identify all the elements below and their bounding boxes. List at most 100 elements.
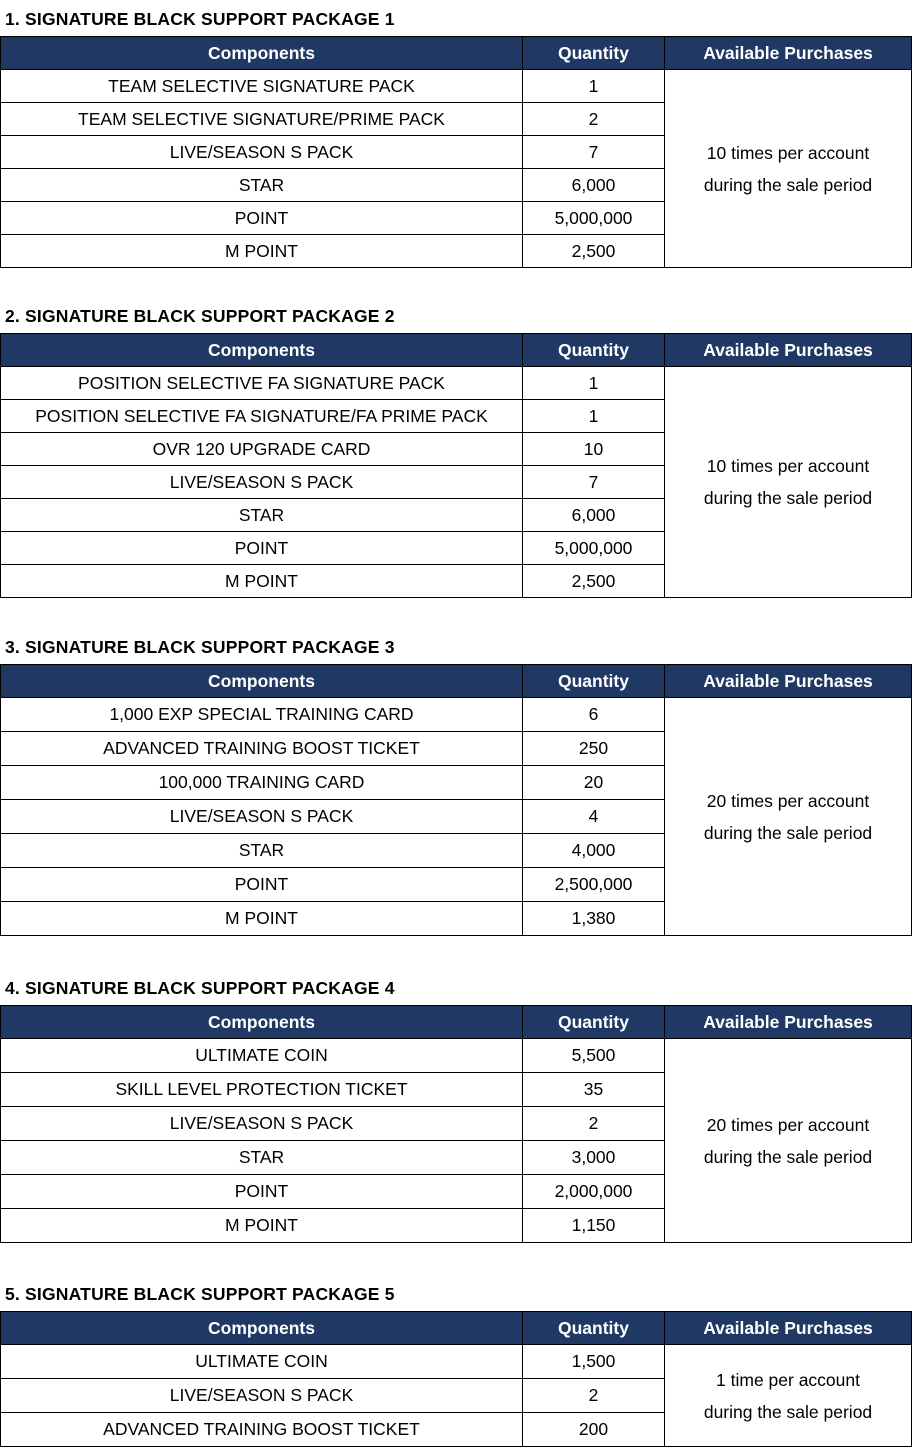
quantity-cell: 7 bbox=[522, 135, 665, 169]
quantity-header: Quantity bbox=[522, 36, 665, 70]
quantity-cell: 1,380 bbox=[522, 901, 665, 936]
available-line-2: during the sale period bbox=[703, 822, 873, 843]
quantity-header: Quantity bbox=[522, 333, 665, 367]
table-row: SKILL LEVEL PROTECTION TICKET 35 bbox=[0, 1072, 912, 1107]
component-cell: ADVANCED TRAINING BOOST TICKET bbox=[0, 731, 523, 766]
table-row: LIVE/SEASON S PACK 2 bbox=[0, 1378, 912, 1413]
package-table: Components Quantity Available Purchases … bbox=[0, 36, 912, 268]
component-cell: ULTIMATE COIN bbox=[0, 1038, 523, 1073]
quantity-cell: 5,000,000 bbox=[522, 531, 665, 565]
table-row: STAR 4,000 bbox=[0, 833, 912, 868]
component-cell: LIVE/SEASON S PACK bbox=[0, 135, 523, 169]
quantity-cell: 4,000 bbox=[522, 833, 665, 868]
component-cell: ADVANCED TRAINING BOOST TICKET bbox=[0, 1412, 523, 1447]
package-title: 2. SIGNATURE BLACK SUPPORT PACKAGE 2 bbox=[5, 306, 395, 326]
quantity-header: Quantity bbox=[522, 1311, 665, 1345]
package-title: 1. SIGNATURE BLACK SUPPORT PACKAGE 1 bbox=[5, 9, 395, 29]
quantity-cell: 1 bbox=[522, 399, 665, 433]
component-cell: M POINT bbox=[0, 564, 523, 598]
table-row: LIVE/SEASON S PACK 4 bbox=[0, 799, 912, 834]
quantity-cell: 6,000 bbox=[522, 498, 665, 532]
table-row: ULTIMATE COIN 5,500 20 times per account… bbox=[0, 1038, 912, 1243]
quantity-cell: 6,000 bbox=[522, 168, 665, 202]
quantity-cell: 2,500,000 bbox=[522, 867, 665, 902]
quantity-cell: 10 bbox=[522, 432, 665, 466]
quantity-cell: 4 bbox=[522, 799, 665, 834]
available-purchases-header: Available Purchases bbox=[664, 36, 912, 70]
table-header-row: Components Quantity Available Purchases bbox=[0, 1005, 912, 1039]
table-row: M POINT 2,500 bbox=[0, 234, 912, 268]
component-cell: ULTIMATE COIN bbox=[0, 1344, 523, 1379]
available-line-2: during the sale period bbox=[703, 1401, 873, 1422]
package-section: 2. SIGNATURE BLACK SUPPORT PACKAGE 2 Com… bbox=[0, 301, 912, 598]
component-cell: LIVE/SEASON S PACK bbox=[0, 1106, 523, 1141]
table-row: ADVANCED TRAINING BOOST TICKET 200 bbox=[0, 1412, 912, 1447]
component-cell: M POINT bbox=[0, 234, 523, 268]
quantity-cell: 1 bbox=[522, 366, 665, 400]
quantity-cell: 2 bbox=[522, 1378, 665, 1413]
package-title: 5. SIGNATURE BLACK SUPPORT PACKAGE 5 bbox=[5, 1284, 395, 1304]
component-cell: POSITION SELECTIVE FA SIGNATURE PACK bbox=[0, 366, 523, 400]
table-row: POINT 2,500,000 bbox=[0, 867, 912, 902]
components-header: Components bbox=[0, 36, 523, 70]
table-row: ULTIMATE COIN 1,500 1 time per account d… bbox=[0, 1344, 912, 1447]
table-row: M POINT 1,150 bbox=[0, 1208, 912, 1243]
available-purchases-cell: 20 times per account during the sale per… bbox=[664, 1038, 912, 1243]
available-purchases-cell: 1 time per account during the sale perio… bbox=[664, 1344, 912, 1447]
available-purchases-cell: 20 times per account during the sale per… bbox=[664, 697, 912, 936]
table-row: LIVE/SEASON S PACK 2 bbox=[0, 1106, 912, 1141]
component-cell: POINT bbox=[0, 201, 523, 235]
table-row: POSITION SELECTIVE FA SIGNATURE PACK 1 1… bbox=[0, 366, 912, 598]
component-cell: SKILL LEVEL PROTECTION TICKET bbox=[0, 1072, 523, 1107]
component-cell: 100,000 TRAINING CARD bbox=[0, 765, 523, 800]
available-line-2: during the sale period bbox=[703, 488, 873, 508]
package-title: 3. SIGNATURE BLACK SUPPORT PACKAGE 3 bbox=[5, 637, 395, 657]
table-row: TEAM SELECTIVE SIGNATURE/PRIME PACK 2 bbox=[0, 102, 912, 136]
table-header-row: Components Quantity Available Purchases bbox=[0, 664, 912, 698]
quantity-cell: 2,500 bbox=[522, 564, 665, 598]
table-row: LIVE/SEASON S PACK 7 bbox=[0, 465, 912, 499]
package-table: Components Quantity Available Purchases … bbox=[0, 664, 912, 936]
available-purchases-header: Available Purchases bbox=[664, 664, 912, 698]
components-header: Components bbox=[0, 1311, 523, 1345]
components-header: Components bbox=[0, 664, 523, 698]
quantity-cell: 5,000,000 bbox=[522, 201, 665, 235]
quantity-cell: 2 bbox=[522, 1106, 665, 1141]
table-row: POINT 2,000,000 bbox=[0, 1174, 912, 1209]
available-line-1: 20 times per account bbox=[706, 1114, 870, 1135]
quantity-cell: 1,500 bbox=[522, 1344, 665, 1379]
table-row: POINT 5,000,000 bbox=[0, 201, 912, 235]
package-table: Components Quantity Available Purchases … bbox=[0, 1005, 912, 1243]
table-row: POSITION SELECTIVE FA SIGNATURE/FA PRIME… bbox=[0, 399, 912, 433]
package-title: 4. SIGNATURE BLACK SUPPORT PACKAGE 4 bbox=[5, 978, 395, 998]
available-purchases-cell: 10 times per account during the sale per… bbox=[664, 366, 912, 598]
table-row: LIVE/SEASON S PACK 7 bbox=[0, 135, 912, 169]
component-cell: STAR bbox=[0, 498, 523, 532]
available-purchases-cell: 10 times per account during the sale per… bbox=[664, 69, 912, 268]
table-row: OVR 120 UPGRADE CARD 10 bbox=[0, 432, 912, 466]
component-cell: STAR bbox=[0, 833, 523, 868]
component-cell: LIVE/SEASON S PACK bbox=[0, 465, 523, 499]
quantity-cell: 2,500 bbox=[522, 234, 665, 268]
component-cell: STAR bbox=[0, 1140, 523, 1175]
package-table: Components Quantity Available Purchases … bbox=[0, 1311, 912, 1447]
available-purchases-header: Available Purchases bbox=[664, 333, 912, 367]
component-cell: STAR bbox=[0, 168, 523, 202]
quantity-cell: 2 bbox=[522, 102, 665, 136]
component-cell: 1,000 EXP SPECIAL TRAINING CARD bbox=[0, 697, 523, 732]
quantity-cell: 5,500 bbox=[522, 1038, 665, 1073]
table-row: STAR 6,000 bbox=[0, 168, 912, 202]
package-section: 4. SIGNATURE BLACK SUPPORT PACKAGE 4 Com… bbox=[0, 973, 912, 1243]
table-header-row: Components Quantity Available Purchases bbox=[0, 36, 912, 70]
component-cell: LIVE/SEASON S PACK bbox=[0, 799, 523, 834]
quantity-cell: 6 bbox=[522, 697, 665, 732]
package-table: Components Quantity Available Purchases … bbox=[0, 333, 912, 598]
package-section: 1. SIGNATURE BLACK SUPPORT PACKAGE 1 Com… bbox=[0, 4, 912, 268]
quantity-cell: 2,000,000 bbox=[522, 1174, 665, 1209]
component-cell: M POINT bbox=[0, 901, 523, 936]
component-cell: POINT bbox=[0, 867, 523, 902]
package-section: 5. SIGNATURE BLACK SUPPORT PACKAGE 5 Com… bbox=[0, 1279, 912, 1447]
table-row: STAR 3,000 bbox=[0, 1140, 912, 1175]
component-cell: TEAM SELECTIVE SIGNATURE PACK bbox=[0, 69, 523, 103]
component-cell: M POINT bbox=[0, 1208, 523, 1243]
